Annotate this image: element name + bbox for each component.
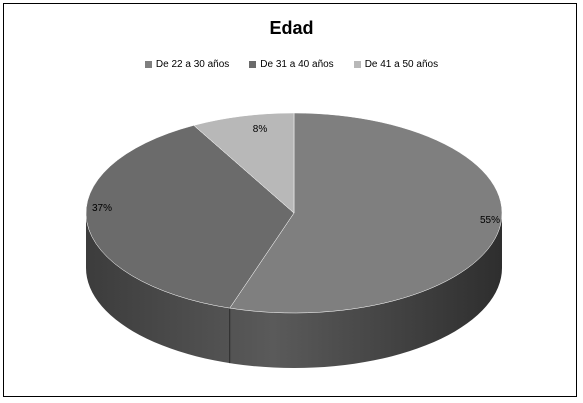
legend-entry-0: De 22 a 30 años: [144, 59, 230, 70]
chart-legend: De 22 a 30 años De 31 a 40 años De 41 a …: [0, 59, 583, 70]
legend-swatch-1: [249, 61, 257, 68]
legend-label-2: De 41 a 50 años: [364, 59, 439, 70]
legend-swatch-2: [353, 61, 361, 68]
legend-swatch-0: [144, 61, 152, 68]
pie-label-2: 8%: [253, 124, 268, 135]
pie-side-wall: [86, 213, 502, 368]
pie-slice-2: [193, 112, 295, 214]
chart-title: Edad: [269, 18, 314, 38]
legend-label-1: De 31 a 40 años: [260, 59, 334, 70]
pie-label-0: 55%: [480, 215, 500, 226]
pie-slice-1: [85, 125, 295, 309]
pie-label-1: 37%: [92, 203, 112, 214]
legend-label-0: De 22 a 30 años: [155, 59, 230, 70]
legend-entry-2: De 41 a 50 años: [353, 59, 439, 70]
pie-slice-0: [229, 112, 503, 314]
legend-entry-1: De 31 a 40 años: [249, 59, 334, 70]
